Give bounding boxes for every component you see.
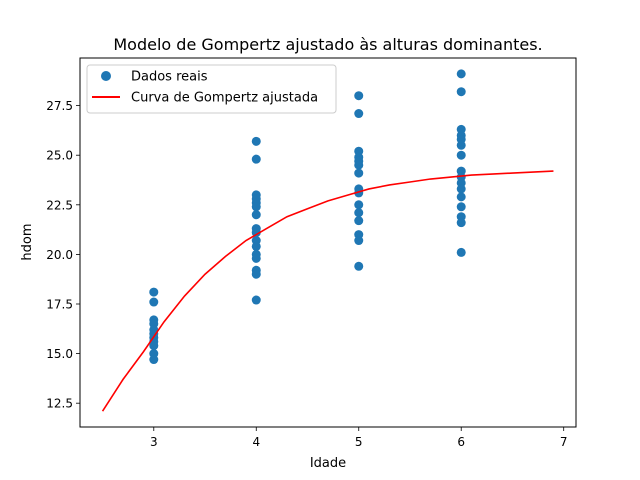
y-tick-label: 25.0 <box>46 149 73 163</box>
y-tick-label: 17.5 <box>46 298 73 312</box>
plot-area <box>101 69 554 412</box>
data-point <box>251 253 261 263</box>
data-point <box>251 210 261 220</box>
y-tick-label: 12.5 <box>46 397 73 411</box>
data-point <box>456 184 466 194</box>
legend-label-curva: Curva de Gompertz ajustada <box>131 91 318 106</box>
legend-marker-dados-reais <box>101 71 111 81</box>
x-tick-label: 5 <box>355 435 363 449</box>
x-tick-label: 6 <box>457 435 465 449</box>
x-axis: 3 4 5 6 7 <box>150 427 568 449</box>
data-point <box>354 236 364 246</box>
data-point <box>149 355 159 365</box>
data-point <box>456 218 466 228</box>
data-point <box>354 91 364 101</box>
gompertz-curve-line <box>101 170 554 412</box>
data-point <box>354 168 364 178</box>
data-point <box>251 295 261 305</box>
data-point <box>456 247 466 257</box>
legend-label-dados-reais: Dados reais <box>131 70 208 85</box>
y-tick-label: 22.5 <box>46 198 73 212</box>
data-point <box>149 341 159 351</box>
data-point <box>456 87 466 97</box>
x-tick-label: 4 <box>252 435 260 449</box>
y-tick-label: 15.0 <box>46 347 73 361</box>
data-point <box>149 297 159 307</box>
y-tick-label: 20.0 <box>46 248 73 262</box>
data-point <box>354 109 364 119</box>
chart-title: Modelo de Gompertz ajustado às alturas d… <box>113 35 542 54</box>
legend: Dados reais Curva de Gompertz ajustada <box>86 64 337 114</box>
y-tick-label: 27.5 <box>46 99 73 113</box>
data-point <box>251 136 261 146</box>
x-axis-label: Idade <box>310 456 346 471</box>
data-point <box>354 160 364 170</box>
data-point <box>456 202 466 212</box>
data-point <box>354 208 364 218</box>
x-tick-label: 7 <box>560 435 568 449</box>
data-point <box>251 269 261 279</box>
y-axis-label: hdom <box>20 223 35 260</box>
data-point <box>456 150 466 160</box>
y-axis: 12.5 15.0 17.5 20.0 22.5 25.0 27.5 <box>46 99 80 411</box>
data-point <box>456 192 466 202</box>
data-point <box>456 69 466 79</box>
data-point <box>354 261 364 271</box>
data-point <box>456 140 466 150</box>
data-point <box>251 228 261 238</box>
data-point <box>251 154 261 164</box>
data-point <box>251 241 261 251</box>
x-tick-label: 3 <box>150 435 158 449</box>
data-point <box>251 202 261 212</box>
data-point <box>354 216 364 226</box>
legend-box <box>86 64 337 114</box>
plot-frame <box>79 57 577 428</box>
data-point <box>354 200 364 210</box>
data-point <box>149 287 159 297</box>
